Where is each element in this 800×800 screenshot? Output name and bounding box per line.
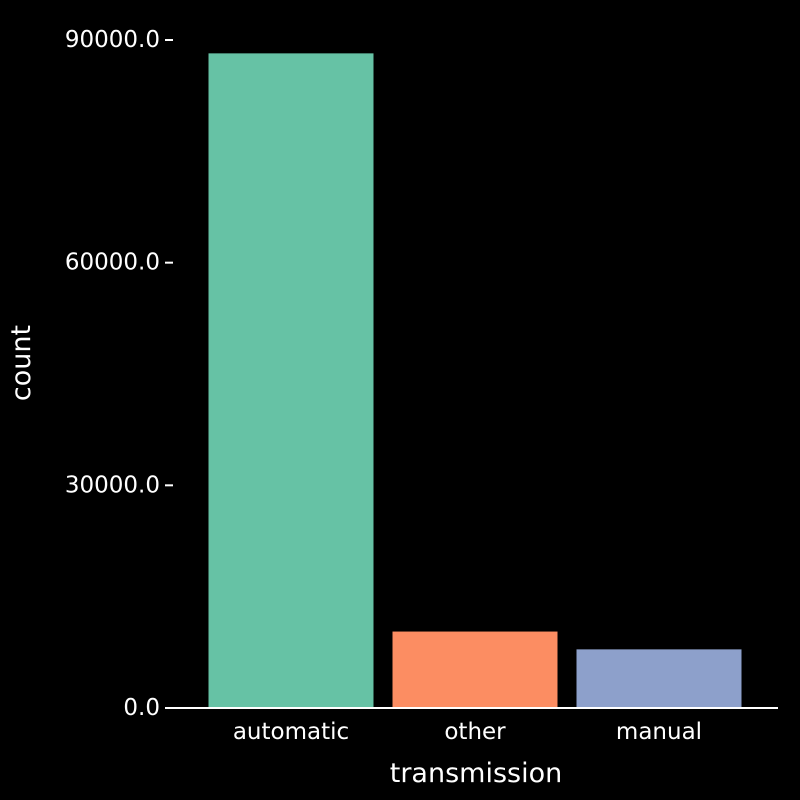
x-axis: automatic other manual <box>165 707 778 745</box>
x-tick-label: automatic <box>233 719 349 745</box>
x-tick-label: other <box>444 719 506 745</box>
x-tick-label: manual <box>616 719 702 745</box>
y-axis: 0.0 30000.0 60000.0 90000.0 <box>65 27 173 721</box>
y-axis-title: count <box>6 325 37 401</box>
y-tick-label: 90000.0 <box>65 27 160 53</box>
y-tick-label: 30000.0 <box>65 472 160 498</box>
x-axis-title: transmission <box>390 758 562 789</box>
bar-manual <box>576 649 742 708</box>
bars-group <box>208 53 742 709</box>
bar-automatic <box>208 53 374 709</box>
bar-other <box>392 631 558 708</box>
y-tick-label: 0.0 <box>123 695 160 721</box>
y-tick-label: 60000.0 <box>65 250 160 276</box>
